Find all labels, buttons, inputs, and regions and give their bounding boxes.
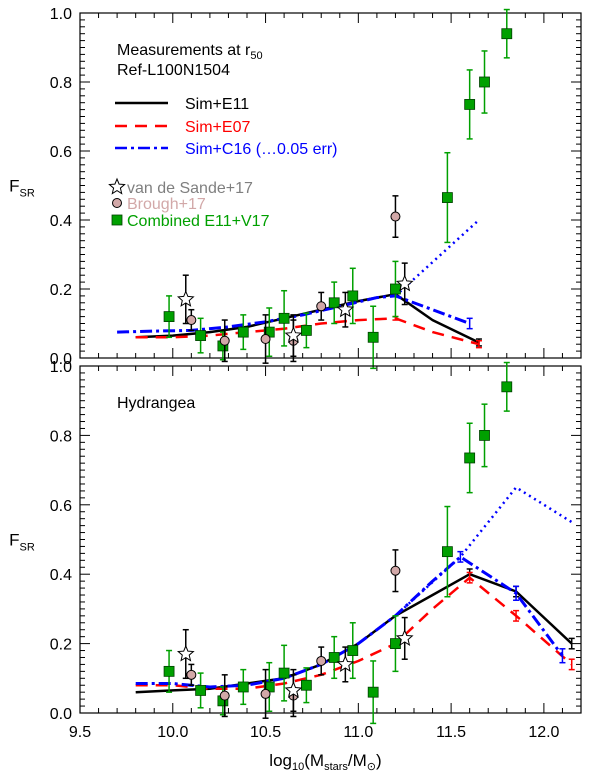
combined-point — [390, 638, 401, 649]
combined-point — [328, 297, 340, 309]
y-tick-label: 0.8 — [50, 75, 72, 92]
combined-point — [367, 686, 379, 698]
combined-point — [347, 290, 359, 302]
series-line — [117, 294, 471, 334]
legend-label: Sim+E07 — [185, 119, 250, 136]
x-tick-label: 9.5 — [69, 724, 91, 741]
legend-label: Sim+E11 — [185, 96, 249, 113]
x-tick-label: 10.5 — [250, 724, 281, 741]
series-line — [135, 576, 573, 690]
vds-point — [284, 326, 303, 344]
vds-point — [395, 629, 414, 646]
panel-annotation-sub: 50 — [250, 50, 262, 62]
legend-circle-icon — [112, 198, 122, 208]
brough-point — [219, 335, 230, 346]
combined-point — [479, 429, 490, 441]
y-axis-label-sub: SR — [20, 542, 35, 554]
bottom-panel: 0.0 0.2 0.4 0.6 0.8 1.0 9.5 10.0 10.5 11.0 11.5 12.… — [9, 359, 582, 741]
combined-point — [195, 685, 207, 696]
brough-point — [316, 301, 327, 312]
x-axis-title-part: stars — [324, 761, 348, 773]
series-line — [135, 555, 564, 689]
panel-annotation: Measurements at r50 — [117, 42, 263, 62]
combined-point — [501, 28, 513, 40]
combined-point — [441, 192, 453, 203]
y-tick-label: 0.6 — [50, 144, 72, 161]
x-axis-title-part: 10 — [292, 761, 304, 773]
y-tick-label: 0.0 — [50, 706, 72, 723]
y-tick-label: 0.2 — [50, 637, 72, 654]
combined-point — [441, 546, 453, 558]
combined-point — [464, 99, 476, 110]
combined-point — [237, 326, 249, 338]
y-axis-label: FSR — [9, 177, 35, 200]
combined-point — [501, 381, 513, 393]
brough-point — [260, 334, 271, 345]
x-axis-label: log10(Mstars/M⊙) — [269, 751, 381, 773]
legend-square-icon — [111, 214, 123, 226]
y-tick-label: 0.8 — [50, 428, 72, 445]
x-tick-label: 10.0 — [157, 724, 188, 741]
y-tick-label: 0.6 — [50, 498, 72, 515]
brough-point — [390, 565, 401, 576]
combined-point — [278, 667, 290, 679]
x-axis-title-part: /M — [348, 751, 367, 770]
combined-point — [237, 681, 249, 693]
brough-point — [316, 655, 327, 666]
x-tick-label: 12.0 — [528, 724, 559, 741]
y-axis-label: FSR — [9, 531, 35, 554]
series-line — [394, 486, 573, 617]
y-tick-label: 0.4 — [50, 213, 72, 230]
brough-point — [186, 315, 197, 326]
y-tick-label: 0.4 — [50, 567, 72, 584]
legend-label: van de Sande+17 — [127, 180, 253, 197]
legend: Sim+E11 Sim+E07 Sim+C16 (…0.05 err) van de … — [108, 96, 338, 230]
brough-point — [390, 211, 401, 222]
combined-point — [347, 645, 359, 656]
vds-point — [336, 655, 355, 672]
combined-point — [464, 452, 476, 464]
top-panel: 0.0 0.2 0.4 0.6 0.8 1.0 FSR Measurements at r50… — [9, 6, 582, 370]
y-tick-label: 0.2 — [50, 282, 72, 299]
x-tick-label: 11.5 — [436, 724, 466, 741]
combined-point — [367, 331, 379, 343]
x-axis-title-part: ) — [376, 751, 382, 770]
vds-point — [336, 300, 355, 318]
x-axis-title-part: ⊙ — [367, 761, 376, 773]
x-axis-title-part: log — [269, 751, 292, 770]
panel-annotation: Hydrangea — [117, 395, 195, 412]
brough-point — [186, 669, 197, 680]
combined-point — [163, 665, 175, 677]
brough-point — [219, 690, 230, 701]
legend-star-icon — [108, 177, 126, 195]
combined-point — [328, 652, 340, 663]
y-tick-label: 1.0 — [50, 359, 72, 376]
panel-annotation-2: Ref-L100N1504 — [117, 62, 230, 79]
y-axis-label-sub: SR — [20, 188, 35, 200]
combined-point — [278, 312, 290, 324]
combined-point — [195, 330, 207, 341]
combined-point — [390, 283, 401, 295]
vds-point — [176, 644, 195, 662]
y-tick-label: 0.0 — [50, 351, 72, 368]
x-tick-label: 11.0 — [343, 724, 373, 741]
legend-label: Brough+17 — [127, 196, 206, 213]
combined-point — [163, 311, 175, 323]
x-axis-title: log10(Mstars/M⊙) — [269, 751, 381, 773]
combined-point — [300, 324, 312, 336]
brough-point — [260, 688, 271, 699]
legend-label: Sim+C16 (…0.05 err) — [185, 141, 338, 158]
vds-point — [176, 290, 195, 307]
y-tick-label: 1.0 — [50, 6, 72, 23]
legend-label: Combined E11+V17 — [127, 213, 270, 230]
vds-point — [284, 681, 303, 698]
x-axis-title-part: (M — [304, 751, 324, 770]
combined-point — [479, 76, 490, 88]
combined-point — [300, 679, 312, 691]
vds-point — [395, 274, 414, 292]
